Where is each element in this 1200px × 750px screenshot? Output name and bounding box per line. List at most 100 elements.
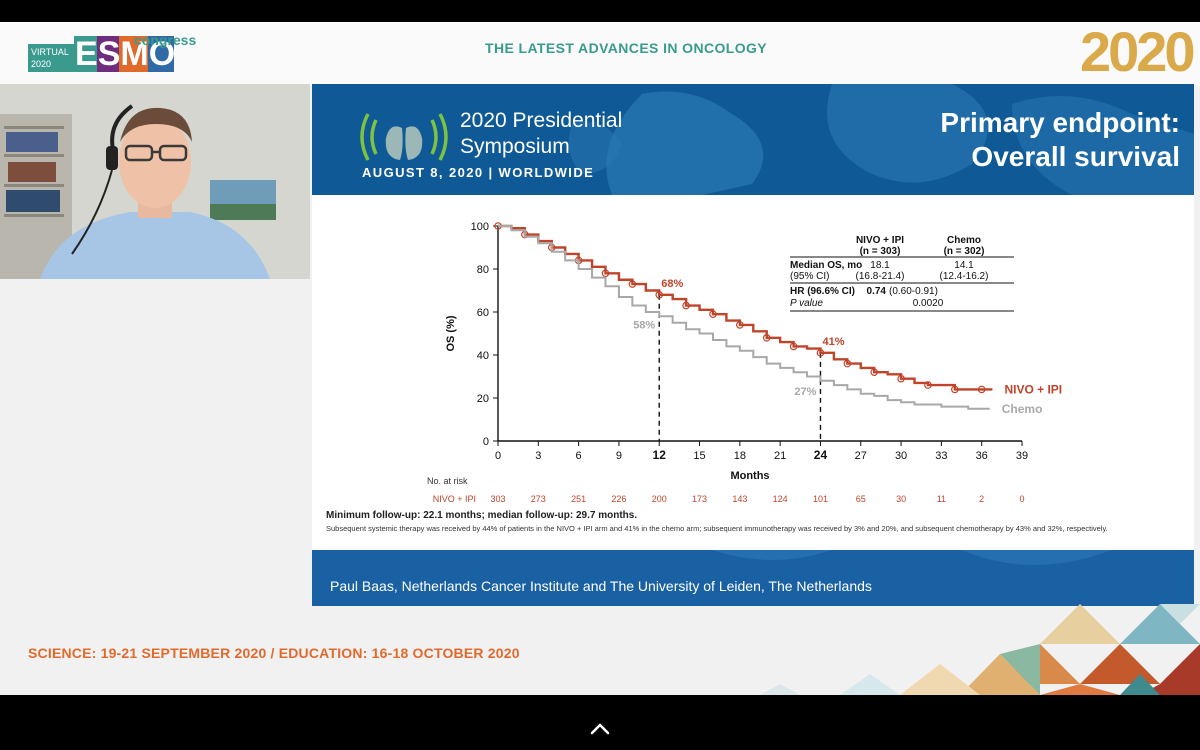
y-tick-label: 20 [477, 393, 489, 405]
x-tick-label: 18 [734, 450, 746, 462]
risk-value-nivo: 101 [813, 494, 828, 504]
top-black-bar [0, 0, 1200, 22]
subsequent-therapy-note: Subsequent systemic therapy was received… [326, 524, 1108, 533]
series-label: Chemo [1002, 402, 1043, 416]
y-tick-label: 100 [471, 221, 489, 233]
risk-value-nivo: 303 [490, 494, 505, 504]
decorative-triangle-pattern [760, 604, 1200, 695]
series-curve-nivo-ipi [498, 224, 993, 391]
slide-footer: Paul Baas, Netherlands Cancer Institute … [312, 550, 1194, 606]
banner-world-map-graphic [312, 84, 1194, 195]
table-p-label: P value [790, 298, 823, 309]
x-tick-label: 39 [1016, 450, 1028, 462]
risk-value-nivo: 0 [1019, 494, 1024, 504]
censor-mark [977, 385, 986, 394]
lungs-emblem-icon [360, 110, 448, 161]
censor-mark [762, 334, 771, 342]
footer-map-graphic [312, 550, 1194, 606]
congress-tagline: THE LATEST ADVANCES IN ONCOLOGY [485, 40, 768, 56]
y-axis-title: OS (%) [445, 315, 457, 351]
logo-letter-o: O [147, 35, 175, 73]
x-tick-label: 15 [693, 450, 705, 462]
table-header-nivo: NIVO + IPI [856, 235, 904, 246]
presentation-stage: VIRTUAL 2020 ESMO congress THE LATEST AD… [0, 22, 1200, 695]
landmark-percent-label: 41% [822, 336, 844, 348]
table-hr-label: HR (96.6% CI) [790, 286, 855, 297]
chevron-up-icon[interactable] [588, 721, 612, 737]
censor-mark [682, 301, 690, 310]
table-header-chemo-n: (n = 302) [944, 246, 985, 257]
censor-mark [709, 310, 717, 318]
landmark-percent-label: 58% [633, 319, 655, 331]
x-tick-label: 21 [774, 450, 786, 462]
table-header-chemo: Chemo [947, 235, 981, 246]
x-tick-label: 27 [855, 450, 867, 462]
table-ci-chemo: (12.4-16.2) [940, 271, 989, 282]
y-tick-label: 40 [477, 350, 489, 362]
x-tick-label: 3 [535, 450, 541, 462]
risk-row-label-nivo: NIVO + IPI [433, 494, 476, 504]
congress-header: VIRTUAL 2020 ESMO congress THE LATEST AD… [0, 22, 1200, 86]
series-label: NIVO + IPI [1004, 382, 1062, 396]
presentation-slide: 2020 Presidential Symposium AUGUST 8, 20… [312, 84, 1194, 606]
x-tick-label: 30 [895, 450, 907, 462]
logo-letter-s: S [96, 35, 120, 73]
table-median-nivo: 18.1 [870, 260, 890, 271]
x-tick-label: 9 [616, 450, 622, 462]
risk-value-nivo: 30 [896, 494, 906, 504]
x-tick-label: 0 [495, 450, 501, 462]
table-p-value: 0.0020 [913, 298, 944, 309]
symposium-date: AUGUST 8, 2020 | WORLDWIDE [362, 165, 595, 180]
esmo-logo: VIRTUAL 2020 ESMO congress [28, 32, 198, 76]
logo-esmo-wordmark: ESMO [74, 35, 175, 73]
x-tick-label: 6 [576, 450, 582, 462]
congress-dates: SCIENCE: 19-21 SEPTEMBER 2020 / EDUCATIO… [28, 645, 520, 661]
symposium-title: 2020 Presidential Symposium [460, 108, 622, 160]
censor-mark [736, 321, 744, 329]
censor-mark [601, 269, 610, 278]
follow-up-note: Minimum follow-up: 22.1 months; median f… [326, 510, 638, 521]
risk-table-title: No. at risk [427, 476, 468, 486]
censor-mark [924, 381, 932, 389]
censor-mark [951, 385, 959, 394]
y-tick-label: 60 [477, 307, 489, 319]
risk-value-nivo: 251 [571, 494, 586, 504]
slide-heading: Primary endpoint: Overall survival [940, 106, 1180, 174]
bottom-control-bar [0, 695, 1200, 750]
presenter-credit: Paul Baas, Netherlands Cancer Institute … [330, 578, 872, 594]
censor-mark [789, 342, 798, 351]
x-tick-label: 24 [814, 448, 828, 462]
risk-value-nivo: 2 [979, 494, 984, 504]
speaker-video-frame [0, 84, 310, 279]
censor-mark [843, 359, 852, 368]
logo-letter-e: E [74, 35, 98, 73]
slide-banner: 2020 Presidential Symposium AUGUST 8, 20… [312, 84, 1194, 195]
symposium-title-line1: 2020 Presidential [460, 109, 623, 132]
congress-year: 2020 [1080, 22, 1196, 83]
censor-mark [816, 349, 825, 357]
series-curve-chemo [498, 225, 990, 410]
logo-virtual-label: VIRTUAL 2020 [28, 44, 74, 72]
risk-value-nivo: 173 [692, 494, 707, 504]
risk-value-nivo: 11 [937, 494, 946, 504]
table-ci-label: (95% CI) [790, 271, 829, 282]
speaker-webcam-video[interactable] [0, 84, 310, 279]
x-axis-title: Months [730, 470, 769, 482]
landmark-percent-label: 27% [794, 386, 816, 398]
landmark-percent-label: 68% [661, 278, 683, 290]
risk-value-nivo: 226 [611, 494, 626, 504]
censor-mark [628, 280, 637, 288]
x-tick-label: 12 [653, 448, 667, 462]
censor-mark [897, 374, 905, 383]
y-tick-label: 80 [477, 264, 489, 276]
risk-value-nivo: 200 [652, 494, 667, 504]
censor-mark [655, 291, 664, 299]
table-median-chemo: 14.1 [954, 260, 974, 271]
table-median-label: Median OS, mo [790, 260, 862, 271]
risk-value-nivo: 273 [531, 494, 546, 504]
table-header-nivo-n: (n = 303) [860, 246, 901, 257]
table-hr-ci: (0.60-0.91) [889, 286, 938, 297]
censor-mark [870, 368, 879, 377]
x-tick-label: 33 [935, 450, 947, 462]
